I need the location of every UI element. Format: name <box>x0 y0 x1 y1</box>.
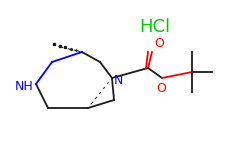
Text: O: O <box>156 82 166 95</box>
Text: O: O <box>154 37 164 50</box>
Text: N: N <box>114 74 124 87</box>
Text: HCl: HCl <box>140 18 170 36</box>
Text: NH: NH <box>15 80 34 93</box>
